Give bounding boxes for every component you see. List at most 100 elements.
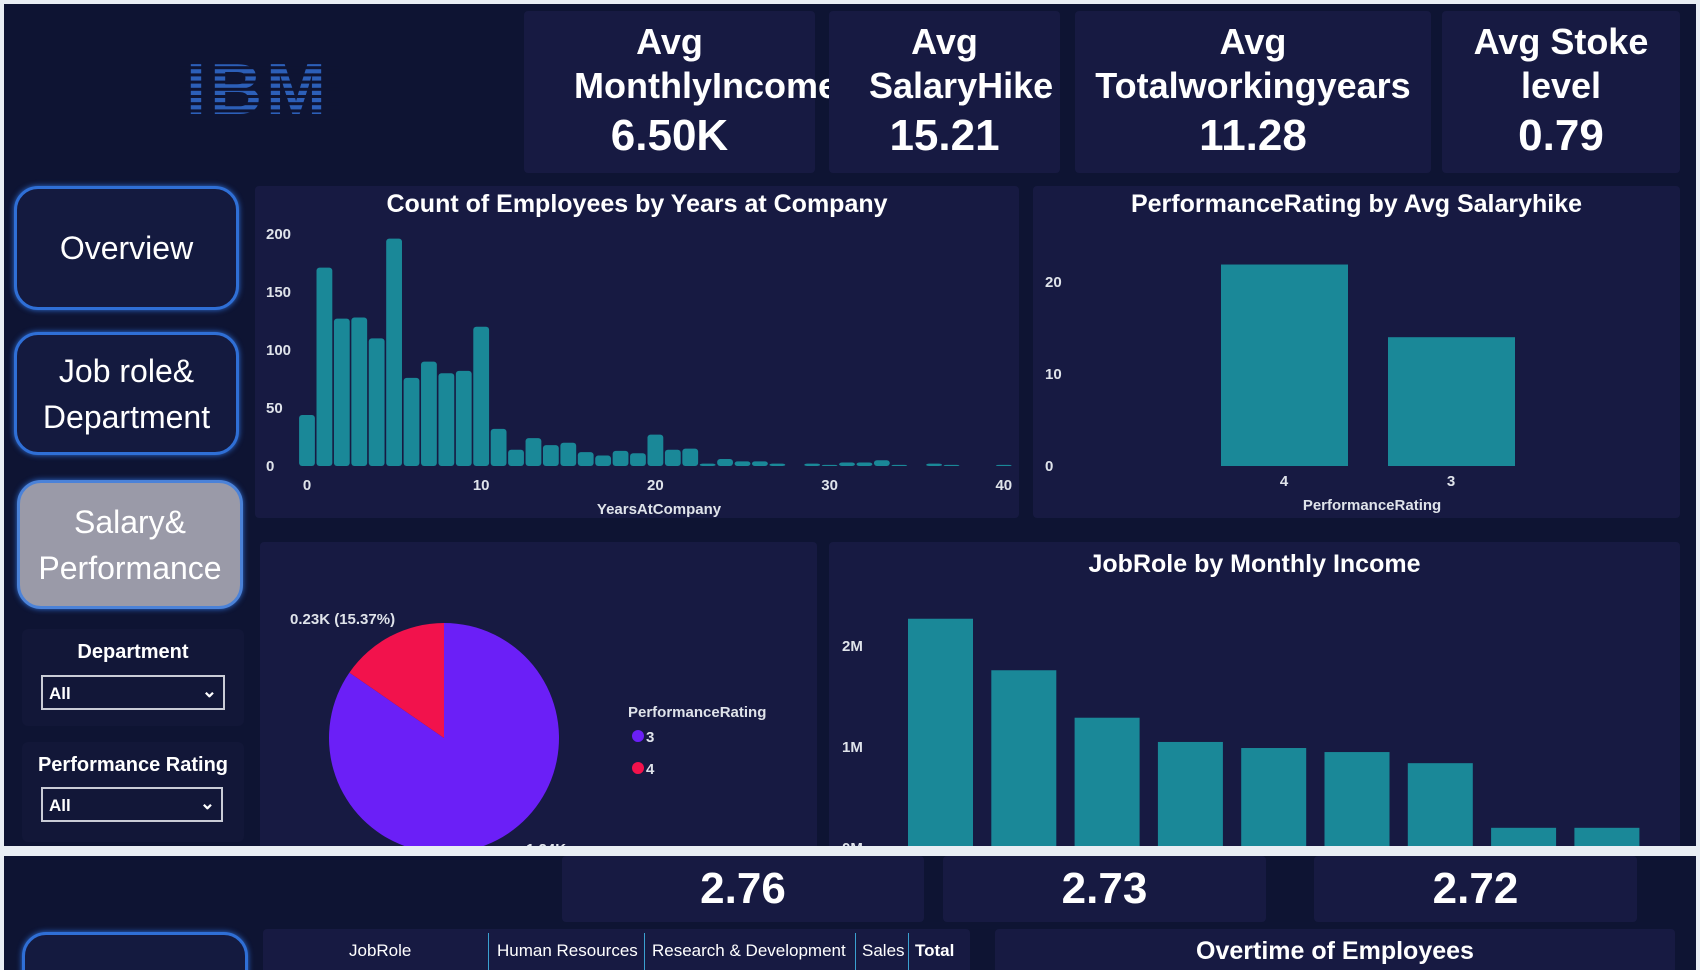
- x-tick-label: 4: [1280, 473, 1289, 490]
- histogram-bar: [926, 463, 943, 466]
- slicer-label: Performance Rating: [37, 754, 229, 776]
- dropdown-value: All: [49, 796, 71, 815]
- legend-label: 3: [646, 729, 654, 746]
- chevron-down-icon: ⌄: [201, 681, 217, 701]
- nav-job-role-department-button[interactable]: Job role& Department: [14, 332, 239, 455]
- kpi-value: 2.73: [1061, 864, 1148, 913]
- y-tick-label: 10: [1045, 366, 1062, 383]
- legend-title: PerformanceRating: [628, 704, 766, 721]
- pie-slice-3: [329, 623, 559, 846]
- x-axis-title: YearsAtCompany: [597, 501, 722, 518]
- histogram-bar: [560, 442, 577, 466]
- kpi-avg-salary-hike: Avg SalaryHike 15.21: [829, 11, 1060, 173]
- performance-rating-dropdown[interactable]: All ⌄: [41, 787, 223, 822]
- jobrole-bar: [1074, 717, 1140, 846]
- kpi-value: 2.76: [700, 864, 786, 913]
- histogram-bar: [421, 361, 437, 466]
- nav-overview-button[interactable]: Overview: [14, 186, 239, 310]
- jobrole-bar: [908, 618, 973, 846]
- histogram-bar: [403, 377, 420, 466]
- histogram-bar: [839, 462, 855, 466]
- jobrole-bar: [1574, 827, 1640, 846]
- dropdown-value: All: [49, 684, 71, 703]
- y-tick-label: 0: [266, 458, 274, 475]
- pie-slice-4: [349, 622, 444, 738]
- histogram-bar: [664, 449, 681, 466]
- histogram-bar: [821, 464, 838, 466]
- table-header: Research & Development: [652, 941, 846, 960]
- dashboard-bottom: 2.76 2.73 2.72 JobRole Human Resources R…: [4, 856, 1696, 970]
- charts-layer: 0 50 100 150 200 0 10 20 30 40 YearsAtCompany 0 10 20…: [266, 226, 1640, 846]
- jobrole-bar: [1324, 752, 1390, 846]
- histogram-bar: [438, 373, 455, 466]
- chart-title: Count of Employees by Years at Company: [386, 190, 888, 218]
- kpi-label: Avg MonthlyIncome: [574, 21, 839, 106]
- histogram-bar: [891, 464, 908, 466]
- histogram-bar: [316, 267, 333, 466]
- bottom-kpi: 2.72: [1314, 856, 1637, 922]
- x-tick-label: 30: [821, 477, 838, 494]
- histogram-bar: [717, 459, 733, 466]
- nav-salary-performance-button[interactable]: Salary& Performance: [17, 480, 243, 609]
- performance-rating-slicer: Performance Rating All ⌄: [22, 742, 244, 842]
- x-tick-label: 3: [1447, 473, 1455, 490]
- kpi-label: Avg SalaryHike: [869, 21, 1054, 106]
- bar-rating-4: [1221, 264, 1348, 466]
- performance-salaryhike-chart-card: PerformanceRating by Avg Salaryhike: [1033, 186, 1680, 518]
- histogram-bar: [647, 434, 664, 466]
- histogram-bar: [734, 461, 751, 466]
- jobrole-bar: [1491, 827, 1557, 846]
- table-header: Human Resources: [497, 941, 638, 960]
- histogram-bar: [595, 455, 612, 466]
- histogram-bar: [943, 464, 960, 466]
- nav-button[interactable]: [22, 932, 248, 970]
- nav-label: Overview: [59, 230, 194, 266]
- histogram-bar: [473, 326, 490, 466]
- kpi-value: 2.72: [1432, 864, 1519, 913]
- histogram-bar: [299, 414, 315, 466]
- y-tick-label: 100: [266, 342, 291, 359]
- histogram-bar: [577, 452, 594, 466]
- kpi-avg-total-working-years: Avg Totalworkingyears 11.28: [1075, 11, 1431, 173]
- overtime-chart-card: Overtime of Employees: [995, 929, 1675, 970]
- chart-title: Overtime of Employees: [1196, 937, 1474, 965]
- histogram-bar: [873, 460, 890, 466]
- y-tick-label: 50: [266, 400, 283, 417]
- histogram-bar: [612, 450, 629, 466]
- x-axis-title: PerformanceRating: [1303, 497, 1441, 514]
- histogram-bar: [752, 461, 768, 466]
- kpi-value: 0.79: [1518, 111, 1604, 160]
- nav-label: Job role& Department: [42, 352, 211, 435]
- x-tick-label: 20: [647, 477, 664, 494]
- chevron-down-icon: ⌄: [199, 793, 215, 813]
- kpi-label: Avg Stoke level: [1473, 21, 1649, 106]
- pie-data-label: 0.23K (15.37%): [290, 611, 395, 628]
- chart-title: JobRole by Monthly Income: [1088, 550, 1421, 578]
- slicer-label: Department: [77, 641, 189, 663]
- y-tick-label: 150: [266, 284, 291, 301]
- histogram-bar: [804, 463, 821, 466]
- x-tick-label: 10: [473, 477, 490, 494]
- histogram-bar: [856, 462, 873, 466]
- department-dropdown[interactable]: All ⌄: [41, 675, 225, 710]
- bar-rating-3: [1388, 337, 1515, 466]
- y-tick-label: 0: [1045, 458, 1053, 475]
- histogram-bar: [699, 463, 716, 466]
- y-tick-label: 2M: [842, 638, 863, 655]
- histogram-bar: [682, 448, 699, 466]
- y-tick-label: 200: [266, 226, 291, 243]
- histogram-bar: [455, 370, 472, 466]
- department-slicer: Department All ⌄: [22, 629, 244, 726]
- table-header: Total: [915, 941, 955, 960]
- histogram-bar: [386, 238, 402, 466]
- histogram-bar: [508, 449, 524, 466]
- jobrole-department-table: JobRole Human Resources Research & Devel…: [263, 929, 970, 970]
- kpi-avg-monthly-income: Avg MonthlyIncome 6.50K: [524, 11, 839, 173]
- nav-label: Salary& Performance: [38, 503, 222, 586]
- histogram-bar: [368, 338, 385, 466]
- bottom-kpi: 2.73: [943, 856, 1266, 922]
- kpi-value: 6.50K: [610, 111, 729, 160]
- histogram-bar: [769, 463, 786, 466]
- jobrole-bar: [1157, 741, 1223, 846]
- y-tick-label: 20: [1045, 274, 1062, 291]
